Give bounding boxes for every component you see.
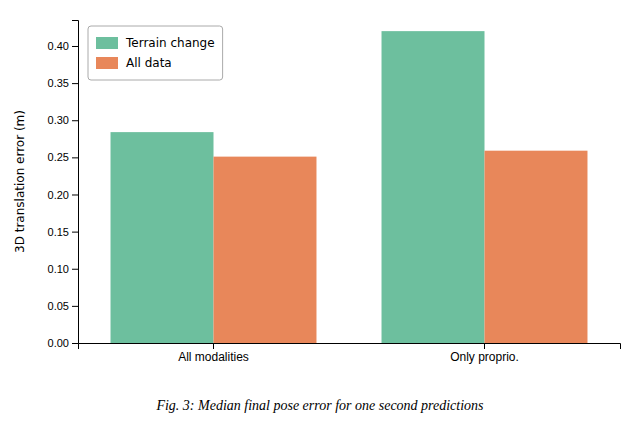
legend-box <box>88 26 223 80</box>
caption: Fig. 3: Median final pose error for one … <box>155 398 484 413</box>
bar <box>485 151 588 343</box>
y-axis: 0.00 0.05 0.10 0.15 0.20 0.25 0.30 0.35 0.40 <box>48 21 79 350</box>
y-tick-label: 0.25 <box>48 151 69 163</box>
x-axis-line <box>79 344 621 350</box>
legend-swatch <box>96 57 118 69</box>
y-tick-label: 0.30 <box>48 114 69 126</box>
bar <box>214 157 317 343</box>
x-tick-label: Only proprio. <box>450 350 519 364</box>
legend-swatch <box>96 37 118 49</box>
y-tick-mark <box>72 232 78 233</box>
y-tick: 0.35 <box>48 77 78 89</box>
legend: Terrain change All data <box>88 26 223 80</box>
y-tick-mark <box>72 157 78 158</box>
y-tick-label: 0.15 <box>48 226 69 238</box>
y-tick-mark <box>72 306 78 307</box>
legend-item: Terrain change <box>96 36 215 50</box>
plot-area: 0.00 0.05 0.10 0.15 0.20 0.25 0.30 0.35 0.40 All … <box>48 21 621 364</box>
chart: 0.00 0.05 0.10 0.15 0.20 0.25 0.30 0.35 0.40 All … <box>0 0 640 425</box>
x-tick-mark <box>213 343 214 349</box>
y-tick: 0.15 <box>48 226 78 238</box>
x-tick: Only proprio. <box>450 343 519 364</box>
y-tick-mark <box>72 343 78 344</box>
x-axis: All modalities Only proprio. <box>79 343 621 364</box>
y-tick-label: 0.40 <box>48 40 69 52</box>
y-axis-title: 3D translation error (m) <box>13 110 27 253</box>
y-tick-mark <box>72 46 78 47</box>
y-tick-label: 0.00 <box>48 337 69 349</box>
y-axis-line <box>72 21 79 344</box>
bar <box>111 132 214 343</box>
y-tick-label: 0.05 <box>48 300 69 312</box>
bar <box>382 31 485 343</box>
x-tick: All modalities <box>178 343 249 364</box>
y-tick-mark <box>72 120 78 121</box>
x-tick-label: All modalities <box>178 350 249 364</box>
y-tick-mark <box>72 83 78 84</box>
legend-label: Terrain change <box>125 36 215 50</box>
y-tick: 0.05 <box>48 300 78 312</box>
y-tick-mark <box>72 269 78 270</box>
y-tick-label: 0.35 <box>48 77 69 89</box>
y-tick-label: 0.10 <box>48 263 69 275</box>
y-tick: 0.30 <box>48 114 78 126</box>
y-tick: 0.20 <box>48 189 78 201</box>
y-tick: 0.40 <box>48 40 78 52</box>
y-tick-label: 0.20 <box>48 189 69 201</box>
y-tick: 0.25 <box>48 151 78 163</box>
y-tick-mark <box>72 194 78 195</box>
y-tick: 0.00 <box>48 337 78 349</box>
legend-item: All data <box>96 56 172 70</box>
x-tick-mark <box>484 343 485 349</box>
legend-label: All data <box>126 56 172 70</box>
y-tick: 0.10 <box>48 263 78 275</box>
